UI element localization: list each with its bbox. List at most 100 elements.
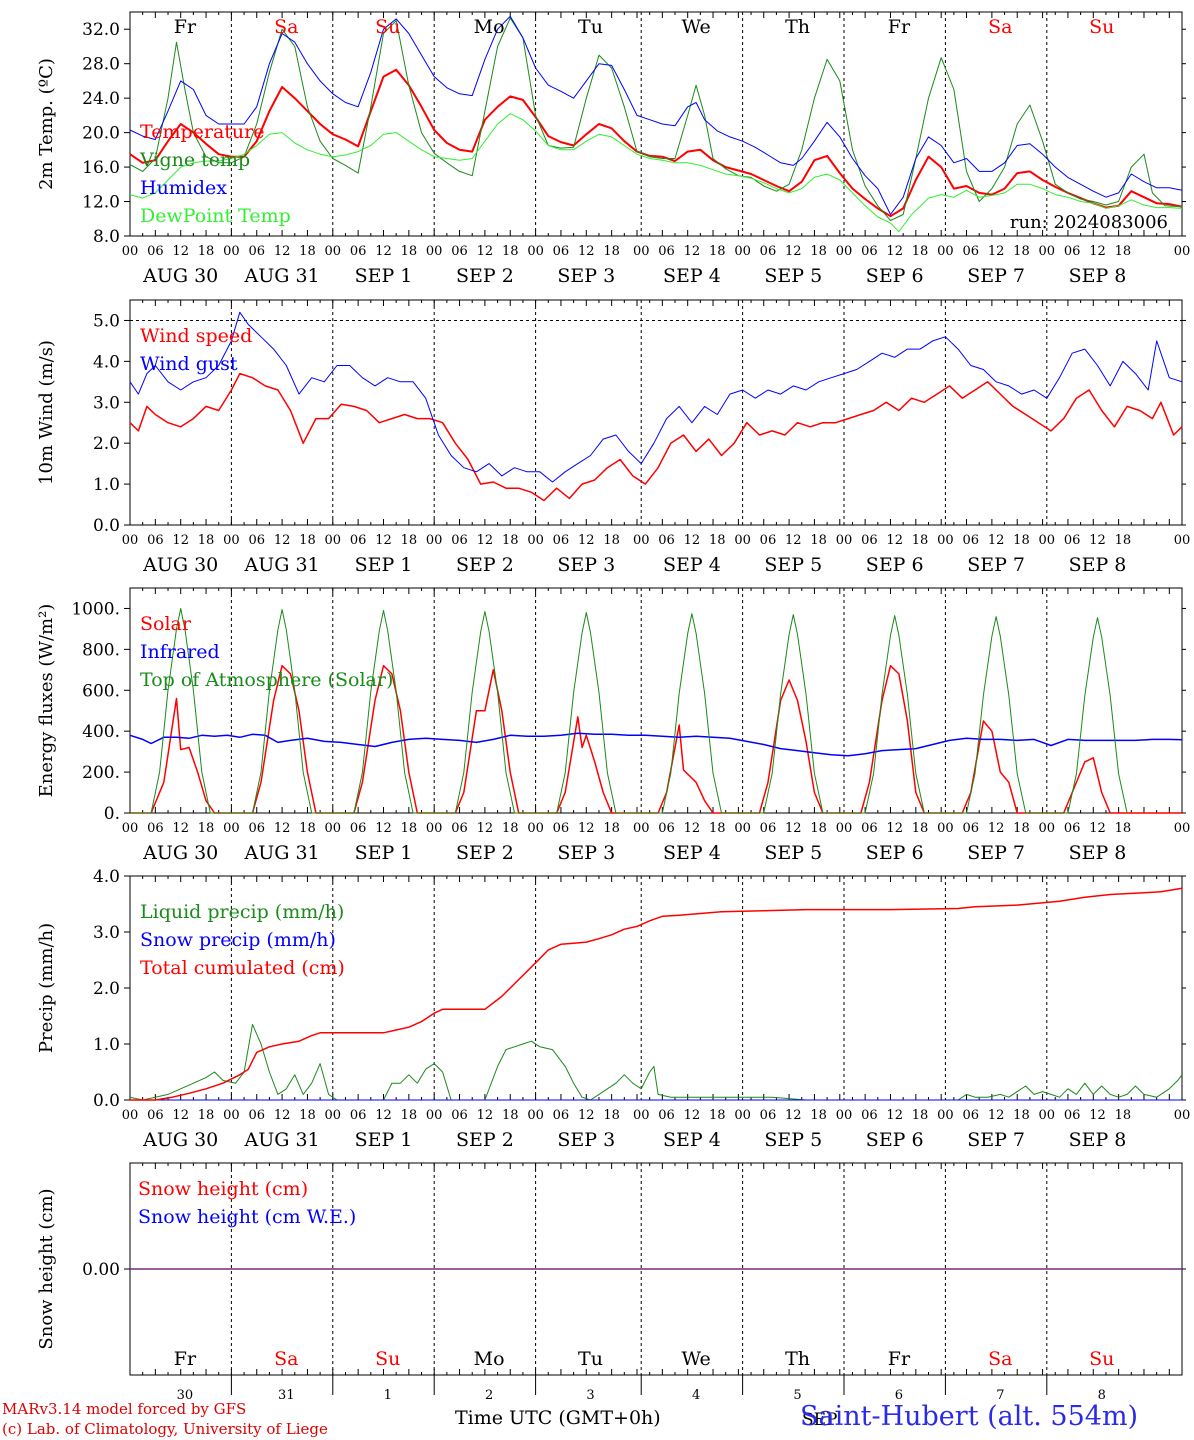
y-tick-label: 3.0 — [93, 923, 120, 943]
hour-tick-label: 00 — [426, 821, 443, 836]
panel-frame — [129, 587, 1183, 814]
hour-tick-label: 12 — [988, 821, 1005, 836]
date-label: SEP 3 — [557, 1129, 615, 1151]
day-number-label: 3 — [586, 1388, 594, 1403]
hour-tick-label: 18 — [603, 821, 620, 836]
y-tick-label: 0.0 — [93, 516, 120, 536]
y-axis-label: Energy fluxes (W/m²) — [36, 604, 57, 798]
hour-tick-label: 00 — [527, 533, 544, 548]
hour-tick-label: 18 — [1013, 533, 1030, 548]
hour-tick-label: 12 — [785, 244, 802, 259]
date-label: SEP 5 — [764, 842, 822, 864]
date-label: SEP 1 — [355, 1129, 413, 1151]
hour-tick-label: 18 — [912, 533, 929, 548]
hour-tick-label: 06 — [861, 244, 878, 259]
date-label: SEP 7 — [967, 842, 1025, 864]
hour-tick-label: 18 — [401, 244, 418, 259]
hour-tick-label: 06 — [350, 1108, 367, 1123]
hour-tick-label: 00 — [325, 821, 342, 836]
date-label: SEP 5 — [764, 554, 822, 576]
weekday-label: Tu — [578, 1348, 603, 1370]
weekday-label: Fr — [174, 16, 197, 38]
hour-tick-label: 12 — [1089, 1108, 1106, 1123]
hour-tick-label: 00 — [1174, 821, 1191, 836]
date-label: SEP 7 — [967, 554, 1025, 576]
hour-tick-label: 00 — [734, 1108, 751, 1123]
date-label: SEP 4 — [663, 265, 721, 287]
hour-tick-label: 06 — [350, 533, 367, 548]
lab-credit: (c) Lab. of Climatology, University of L… — [2, 1420, 328, 1438]
legend-item: Liquid precip (mm/h) — [140, 901, 344, 923]
hour-tick-label: 18 — [810, 821, 827, 836]
hour-tick-label: 00 — [122, 533, 139, 548]
y-axis-label: Snow height (cm) — [36, 1188, 57, 1349]
y-tick-label: 8.0 — [93, 227, 120, 247]
weekday-label: Th — [785, 1348, 810, 1370]
series-line — [129, 1023, 1183, 1101]
hour-tick-label: 00 — [426, 1108, 443, 1123]
date-label: SEP 1 — [355, 842, 413, 864]
hour-tick-label: 00 — [836, 533, 853, 548]
hour-tick-label: 00 — [426, 533, 443, 548]
hour-tick-label: 12 — [172, 821, 189, 836]
hour-tick-label: 00 — [1174, 1108, 1191, 1123]
hour-tick-label: 12 — [274, 244, 291, 259]
weekday-label: Mo — [474, 1348, 505, 1370]
hour-tick-label: 06 — [861, 1108, 878, 1123]
hour-tick-label: 00 — [223, 821, 240, 836]
hour-tick-label: 18 — [912, 244, 929, 259]
hour-tick-label: 06 — [248, 821, 265, 836]
series-line — [129, 17, 1183, 221]
y-tick-label: 4.0 — [93, 867, 120, 887]
y-tick-label: 32.0 — [82, 20, 120, 40]
hour-tick-label: 12 — [375, 533, 392, 548]
hour-tick-label: 18 — [502, 533, 519, 548]
hour-tick-label: 00 — [836, 244, 853, 259]
hour-tick-label: 00 — [937, 821, 954, 836]
y-axis-label: 10m Wind (m/s) — [36, 340, 57, 485]
y-axis-label: Precip (mm/h) — [36, 923, 57, 1053]
hour-tick-label: 00 — [633, 821, 650, 836]
hour-tick-label: 00 — [734, 533, 751, 548]
hour-tick-label: 12 — [886, 533, 903, 548]
weekday-label: Mo — [474, 16, 505, 38]
series-line — [129, 68, 1183, 218]
legend-item: Top of Atmosphere (Solar) — [140, 669, 393, 691]
weekday-label: Th — [785, 16, 810, 38]
day-number-label: 4 — [692, 1388, 700, 1403]
day-number-label: 31 — [278, 1388, 295, 1403]
hour-tick-label: 06 — [553, 244, 570, 259]
panel-4 — [124, 875, 1186, 1101]
date-label: SEP 6 — [866, 554, 924, 576]
hour-tick-label: 00 — [527, 821, 544, 836]
hour-tick-label: 06 — [1064, 1108, 1081, 1123]
hour-tick-label: 06 — [451, 244, 468, 259]
hour-tick-label: 06 — [658, 533, 675, 548]
hour-tick-label: 18 — [401, 533, 418, 548]
series-line — [129, 372, 1183, 502]
hour-tick-label: 06 — [451, 821, 468, 836]
hour-tick-label: 00 — [1039, 821, 1056, 836]
hour-tick-label: 12 — [988, 244, 1005, 259]
hour-tick-label: 18 — [198, 1108, 215, 1123]
hour-tick-label: 18 — [198, 821, 215, 836]
hour-tick-label: 06 — [147, 1108, 164, 1123]
date-label: SEP 4 — [663, 554, 721, 576]
hour-tick-label: 00 — [1039, 533, 1056, 548]
hour-tick-label: 06 — [861, 533, 878, 548]
hour-tick-label: 00 — [325, 533, 342, 548]
hour-tick-label: 06 — [248, 244, 265, 259]
hour-tick-label: 18 — [912, 1108, 929, 1123]
hour-tick-label: 12 — [988, 533, 1005, 548]
panel-2 — [124, 299, 1186, 526]
hour-tick-label: 12 — [684, 1108, 701, 1123]
hour-tick-label: 18 — [502, 821, 519, 836]
date-label: SEP 5 — [764, 1129, 822, 1151]
hour-tick-label: 00 — [633, 244, 650, 259]
date-label: SEP 2 — [456, 554, 514, 576]
legend-item: Total cumulated (cm) — [140, 957, 345, 979]
hour-tick-label: 18 — [299, 533, 316, 548]
hour-tick-label: 00 — [1174, 244, 1191, 259]
series-line — [130, 664, 1182, 814]
